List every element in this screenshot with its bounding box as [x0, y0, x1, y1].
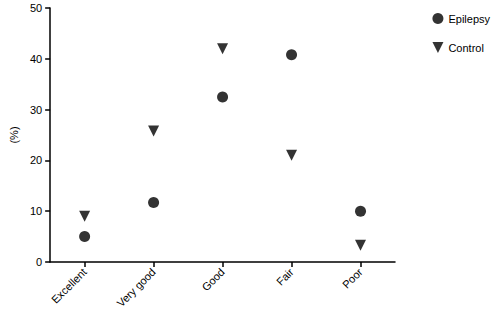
svg-text:Very good: Very good	[114, 266, 157, 309]
svg-text:40: 40	[30, 53, 42, 65]
svg-text:20: 20	[30, 154, 42, 166]
svg-text:Fair: Fair	[274, 266, 296, 288]
svg-text:Epilepsy: Epilepsy	[448, 13, 490, 25]
svg-text:0: 0	[36, 256, 42, 268]
svg-text:Poor: Poor	[340, 266, 365, 291]
svg-text:(%): (%)	[8, 126, 20, 143]
svg-text:50: 50	[30, 2, 42, 14]
svg-text:Excellent: Excellent	[49, 266, 89, 306]
svg-text:Good: Good	[199, 266, 226, 293]
svg-text:30: 30	[30, 104, 42, 116]
svg-text:Control: Control	[448, 42, 483, 54]
svg-text:10: 10	[30, 205, 42, 217]
